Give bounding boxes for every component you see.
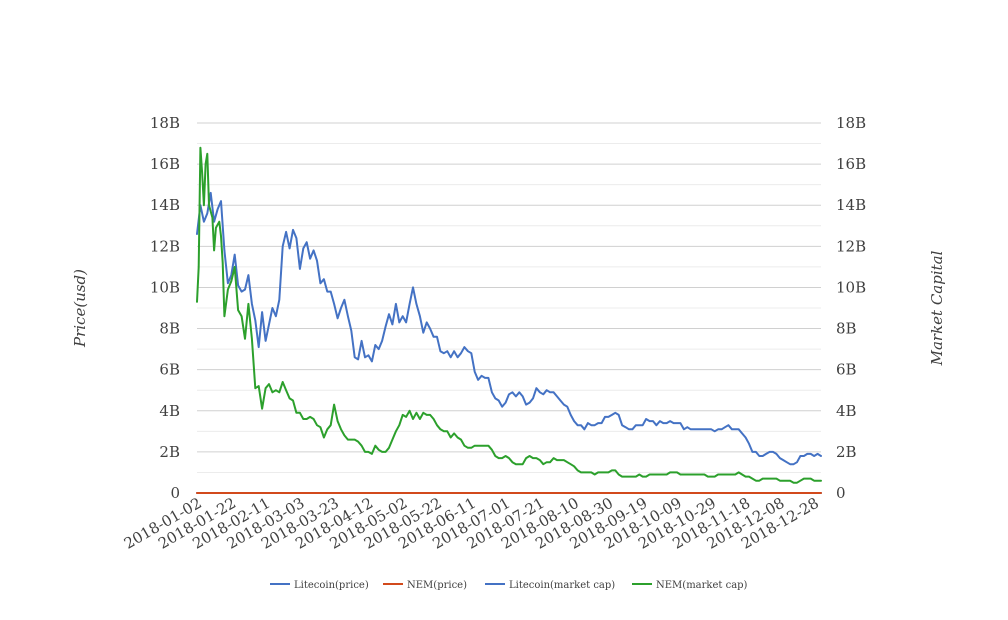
y-tick-label-right: 6B (836, 361, 857, 379)
y-axis-title-left: Price(usd) (71, 269, 89, 348)
y-tick-label-right: 0 (836, 484, 846, 502)
y-axis-title-right: Market Capital (928, 250, 946, 366)
y-tick-label-left: 12B (150, 237, 180, 255)
series-lines (196, 146, 822, 494)
series-line-nem-market-cap (196, 146, 822, 484)
y-tick-label-left: 14B (150, 196, 180, 214)
y-tick-label-left: 0 (170, 484, 180, 502)
gridlines (197, 122, 821, 494)
y-axis-right-ticks: 0 2B 4B 6B 8B 10B 12B 14B 16B 18B (836, 114, 866, 502)
y-tick-label-right: 12B (836, 237, 866, 255)
legend-label: NEM(market cap) (656, 580, 748, 591)
y-tick-label-left: 18B (150, 114, 180, 132)
y-tick-label-left: 4B (159, 402, 180, 420)
y-tick-label-left: 2B (159, 443, 180, 461)
legend-label: NEM(price) (407, 580, 467, 591)
legend-label: Litecoin(market cap) (509, 580, 615, 591)
y-tick-label-right: 10B (836, 278, 866, 296)
y-axis-left-ticks: 0 2B 4B 6B 8B 10B 12B 14B 16B 18B (150, 114, 180, 502)
y-tick-label-right: 14B (836, 196, 866, 214)
y-tick-label-left: 8B (159, 320, 180, 338)
y-tick-label-right: 16B (836, 155, 866, 173)
series-line-litecoin-market-cap (196, 191, 822, 466)
y-tick-label-right: 4B (836, 402, 857, 420)
y-tick-label-left: 16B (150, 155, 180, 173)
legend: Litecoin(price) NEM(price) Litecoin(market… (270, 580, 748, 591)
y-tick-label-right: 2B (836, 443, 857, 461)
y-tick-label-right: 8B (836, 320, 857, 338)
legend-label: Litecoin(price) (294, 580, 369, 591)
y-tick-label-right: 18B (836, 114, 866, 132)
y-tick-label-left: 10B (150, 278, 180, 296)
y-tick-label-left: 6B (159, 361, 180, 379)
x-axis-ticks: 2018-01-022018-01-222018-02-112018-03-03… (121, 494, 822, 553)
